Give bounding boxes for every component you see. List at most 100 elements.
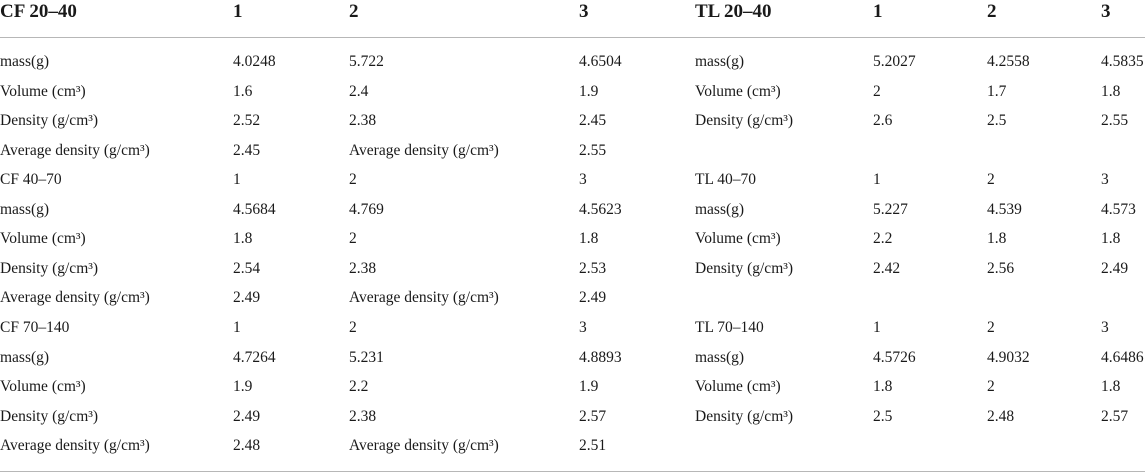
table-cell: 3: [1101, 171, 1109, 189]
table-cell: mass(g): [0, 53, 50, 70]
table-cell: Volume (cm³): [0, 378, 86, 396]
table-cell: mass(g): [0, 348, 50, 366]
table-row: Volume (cm³) 1.8 2 1.8 Volume (cm³) 2.2 1.8 1.8: [0, 224, 1145, 254]
table-cell: 4.8893: [579, 348, 622, 366]
table-cell: Average density (g/cm³): [349, 141, 499, 159]
table-cell: 1.9: [579, 378, 599, 396]
table-row: Density (g/cm³) 2.49 2.38 2.57 Density (g/cm…: [0, 402, 1145, 432]
table-cell: 5.722: [349, 53, 384, 70]
table-cell: 2.49: [579, 289, 607, 307]
table-cell: 4.7264: [233, 348, 276, 366]
table-cell: 2.38: [349, 259, 377, 277]
table-cell: 1.8: [873, 378, 893, 396]
table-cell: 1.9: [579, 82, 599, 100]
table-cell: 2.2: [873, 230, 893, 248]
table-cell: Volume (cm³): [0, 230, 86, 248]
table-cell: 4.9032: [987, 348, 1030, 366]
header-cell: 1: [233, 1, 243, 22]
table-cell: 4.769: [349, 200, 384, 218]
table-cell: 4.6504: [579, 53, 622, 70]
table-row: mass(g) 4.0248 5.722 4.6504 mass(g) 5.2027 4.2…: [0, 47, 1145, 77]
table-cell: 4.5726: [873, 348, 916, 366]
table-cell: 5.227: [873, 200, 908, 218]
table-cell: 2.45: [579, 112, 607, 130]
table-cell: Volume (cm³): [695, 82, 781, 100]
table-cell: 2.49: [233, 289, 261, 307]
table-row: Volume (cm³) 1.9 2.2 1.9 Volume (cm³) 1.8 2 1.8: [0, 372, 1145, 402]
header-cell: 1: [873, 1, 883, 22]
table-header-row: CF 20–40 1 2 3 TL 20–40 1 2 3: [0, 0, 1145, 36]
table-cell: 2: [349, 318, 357, 336]
table-cell: Average density (g/cm³): [0, 289, 150, 307]
table-cell: 3: [1101, 318, 1109, 336]
table-cell: 2: [349, 171, 357, 189]
table-cell: Density (g/cm³): [0, 407, 99, 425]
table-cell: 2: [873, 82, 881, 100]
table-cell: 1.6: [233, 82, 253, 100]
table-cell: 1.8: [1101, 230, 1121, 248]
table-cell: 1: [873, 318, 881, 336]
table-cell: Density (g/cm³): [695, 407, 794, 425]
table-row: Density (g/cm³) 2.52 2.38 2.45 Density (g/cm…: [0, 106, 1145, 136]
table-cell: 2.57: [1101, 407, 1129, 425]
header-cell: 3: [579, 1, 589, 22]
table-cell: 1.9: [233, 378, 253, 396]
table-cell: 2.51: [579, 437, 607, 455]
table-row: mass(g) 4.5684 4.769 4.5623 mass(g) 5.227 4.53…: [0, 195, 1145, 225]
table-cell: CF 40–70: [0, 171, 62, 189]
table-cell: mass(g): [0, 200, 50, 218]
table-cell: Volume (cm³): [695, 230, 781, 248]
table-cell: 1.7: [987, 82, 1007, 100]
table-cell: 1.8: [579, 230, 599, 248]
header-divider: [0, 37, 1145, 38]
table-cell: Volume (cm³): [695, 378, 781, 396]
table-cell: Average density (g/cm³): [349, 437, 499, 455]
table-cell: 1.8: [1101, 82, 1121, 100]
table-cell: 2: [987, 378, 995, 396]
table-cell: 2: [987, 171, 995, 189]
table-cell: 2.38: [349, 112, 377, 130]
table-cell: mass(g): [695, 53, 745, 70]
table-cell: 4.5623: [579, 200, 622, 218]
table-cell: Density (g/cm³): [695, 259, 794, 277]
table-cell: 2.54: [233, 259, 261, 277]
table-cell: Density (g/cm³): [695, 112, 794, 130]
table-bottom-rule: [0, 471, 1145, 472]
table-cell: 2.38: [349, 407, 377, 425]
table-cell: Density (g/cm³): [0, 112, 99, 130]
table-row: Volume (cm³) 1.6 2.4 1.9 Volume (cm³) 2 1.7 1.8: [0, 77, 1145, 107]
table-cell: 2.45: [233, 141, 261, 159]
table-cell: 3: [579, 318, 587, 336]
table-cell: Average density (g/cm³): [349, 289, 499, 307]
table-cell: 2.55: [579, 141, 607, 159]
table-cell: 3: [579, 171, 587, 189]
table-cell: 2.48: [233, 437, 261, 455]
table-cell: 2.57: [579, 407, 607, 425]
header-cell: CF 20–40: [0, 1, 77, 22]
table-cell: 2: [349, 230, 357, 248]
table-cell: 2.5: [873, 407, 893, 425]
table-cell: 1.8: [1101, 378, 1121, 396]
header-cell: 2: [987, 1, 997, 22]
table-cell: 4.6486: [1101, 348, 1144, 366]
table-cell: 4.5835: [1101, 53, 1144, 70]
table-cell: TL 70–140: [695, 318, 764, 336]
table-cell: 2.5: [987, 112, 1007, 130]
table-cell: 2.2: [349, 378, 369, 396]
table-cell: Volume (cm³): [0, 82, 86, 100]
table-cell: 1.8: [987, 230, 1007, 248]
table-cell: 2.6: [873, 112, 893, 130]
table-row: mass(g) 4.7264 5.231 4.8893 mass(g) 4.5726 4.9…: [0, 343, 1145, 373]
table-row: Average density (g/cm³) 2.49 Average densi…: [0, 283, 1145, 313]
table-cell: 1.8: [233, 230, 253, 248]
table-cell: mass(g): [695, 200, 745, 218]
table-cell: 2.53: [579, 259, 607, 277]
table-cell: 2.42: [873, 259, 901, 277]
table-cell: 1: [233, 171, 241, 189]
table-cell: mass(g): [695, 348, 745, 366]
table-cell: 2.55: [1101, 112, 1129, 130]
table-cell: CF 70–140: [0, 318, 70, 336]
table-cell: 2.56: [987, 259, 1015, 277]
header-cell: TL 20–40: [695, 1, 772, 22]
